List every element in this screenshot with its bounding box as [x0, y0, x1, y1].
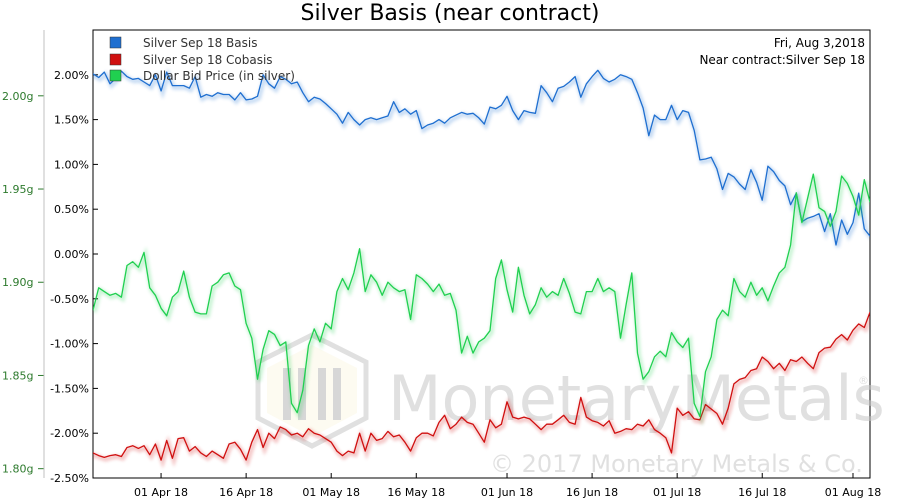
series-dollar-price [93, 173, 870, 426]
x-axis-tick-label: 16 Apr 18 [219, 486, 273, 499]
right-axis-tick-label: 2.00% [54, 69, 89, 82]
series-cobasis-line [93, 311, 870, 461]
right-axis-tick-label: -0.50% [50, 293, 89, 306]
right-axis-tick-label: 1.50% [54, 114, 89, 127]
legend-label-basis: Silver Sep 18 Basis [143, 36, 257, 50]
x-axis-tick-label: 01 Apr 18 [134, 486, 188, 499]
legend-label-cobasis: Silver Sep 18 Cobasis [143, 53, 273, 67]
legend-swatch-cobasis [109, 53, 122, 66]
legend: Silver Sep 18 Basis Silver Sep 18 Cobasi… [109, 36, 295, 83]
left-axis-tick-label: 1.90g [2, 276, 33, 289]
right-axis-tick-label: 0.00% [54, 248, 89, 261]
right-axis: 2.00% 1.50% 1.00% 0.50% 0.00% -0.50% -1.00% -1.… [50, 69, 98, 485]
left-axis-tick-label: 1.85g [2, 369, 33, 382]
right-axis-tick-label: 1.00% [54, 158, 89, 171]
series-cobasis-shadow [93, 313, 870, 469]
legend-label-dollar-price: Dollar Bid Price (in silver) [143, 69, 295, 83]
right-axis-tick-label: -2.50% [50, 472, 89, 485]
legend-item-basis[interactable]: Silver Sep 18 Basis [109, 36, 257, 50]
x-axis: 01 Apr 18 16 Apr 18 01 May 18 16 May 18 01 J… [134, 473, 881, 499]
left-axis-tick-label: 2.00g [2, 90, 33, 103]
x-axis-tick-label: 16 May 18 [387, 486, 445, 499]
chart-title: Silver Basis (near contract) [301, 1, 600, 26]
watermark-registered-icon: ® [858, 374, 869, 387]
series-basis-line [93, 69, 870, 246]
legend-swatch-basis [109, 36, 122, 49]
left-axis: 2.00g 1.95g 1.90g 1.85g 1.80g [2, 30, 45, 478]
right-axis-tick-label: -2.00% [50, 427, 89, 440]
x-axis-tick-label: 01 May 18 [302, 486, 360, 499]
x-axis-tick-label: 01 Aug 18 [825, 486, 881, 499]
legend-item-dollar-price[interactable]: Dollar Bid Price (in silver) [109, 69, 295, 83]
x-axis-tick-label: 16 Jun 18 [566, 486, 618, 499]
legend-swatch-dollar-price [109, 69, 122, 82]
info-contract: Near contract:Silver Sep 18 [699, 53, 865, 67]
series-cobasis [93, 311, 870, 469]
right-axis-tick-label: 0.50% [54, 203, 89, 216]
right-axis-tick-label: -1.50% [50, 382, 89, 395]
legend-item-cobasis[interactable]: Silver Sep 18 Cobasis [109, 53, 273, 67]
x-axis-tick-label: 01 Jul 18 [653, 486, 701, 499]
info-date: Fri, Aug 3,2018 [774, 36, 865, 50]
series-layer [93, 68, 870, 469]
series-dollar-price-line [93, 173, 870, 418]
right-axis-tick-label: -1.00% [50, 338, 89, 351]
x-axis-tick-label: 01 Jun 18 [481, 486, 533, 499]
series-basis [93, 68, 870, 248]
x-axis-tick-label: 16 Jul 18 [738, 486, 786, 499]
watermark-copyright: © 2017 Monetary Metals & Co. [490, 450, 863, 478]
watermark-name: MonetaryMetals [388, 362, 885, 435]
left-axis-tick-label: 1.80g [2, 463, 33, 476]
plot-area [92, 29, 871, 479]
left-axis-tick-label: 1.95g [2, 183, 33, 196]
series-basis-shadow [93, 68, 870, 248]
